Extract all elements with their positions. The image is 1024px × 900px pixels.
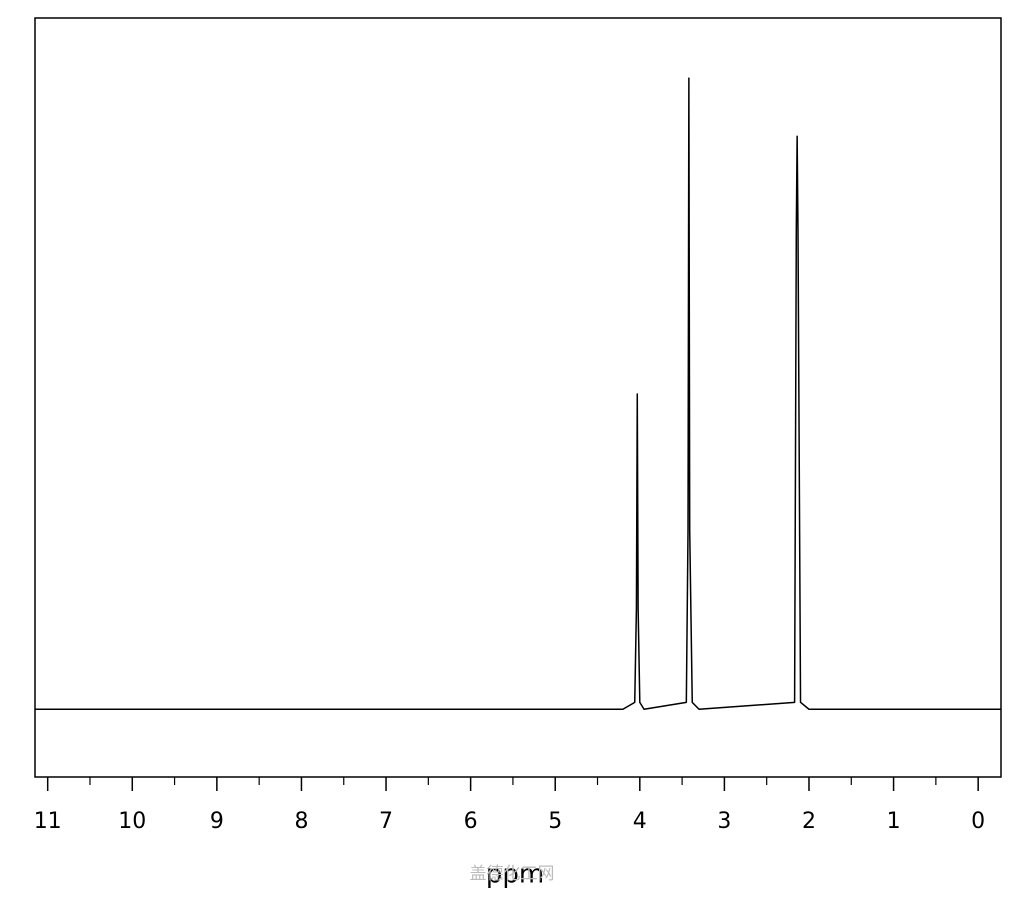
x-tick-label: 9 <box>210 809 224 834</box>
x-tick-label: 4 <box>633 809 647 834</box>
x-tick-label: 11 <box>34 809 62 834</box>
x-tick-label: 8 <box>294 809 308 834</box>
plot-frame <box>34 17 1002 778</box>
x-tick-label: 1 <box>887 809 901 834</box>
watermark: 盖德化工网 <box>470 864 555 884</box>
x-axis-label: ppm <box>486 860 544 890</box>
x-tick-label: 2 <box>802 809 816 834</box>
x-tick-label: 10 <box>118 809 146 834</box>
x-tick-label: 0 <box>971 809 985 834</box>
x-tick-label: 6 <box>464 809 478 834</box>
x-tick-label: 3 <box>717 809 731 834</box>
x-tick-label: 7 <box>379 809 393 834</box>
x-tick-label: 5 <box>548 809 562 834</box>
spectrum-line <box>35 77 1001 711</box>
